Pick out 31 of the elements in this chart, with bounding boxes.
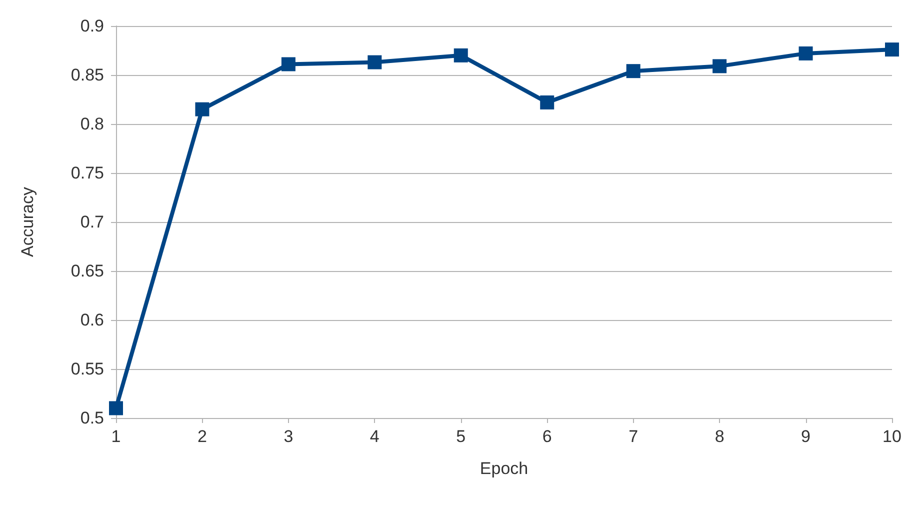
y-tick-label: 0.9	[80, 16, 104, 36]
x-tick-label: 7	[628, 427, 638, 446]
y-tick-label: 0.55	[70, 360, 104, 378]
point	[281, 57, 296, 72]
point	[195, 102, 210, 116]
x-tick-label: 2	[197, 427, 207, 446]
x-tick-label: 8	[714, 427, 724, 446]
y-tick-label: 0.7	[80, 212, 104, 232]
y-tick-label: 0.8	[80, 114, 104, 134]
y-tick-label: 0.75	[70, 164, 104, 182]
y-tick-label: 0.65	[70, 262, 104, 280]
point	[885, 42, 899, 57]
point	[109, 401, 123, 416]
x-tick-label: 1	[111, 427, 121, 446]
y-tick-label: 0.6	[80, 310, 104, 330]
x-tick-label: 5	[456, 427, 466, 446]
x-tick-label: 9	[801, 427, 811, 446]
point	[798, 46, 813, 60]
x-tick-label: 6	[542, 427, 552, 446]
point	[454, 48, 468, 62]
x-tick-label: 4	[370, 427, 380, 446]
y-tick-label: 0.5	[80, 408, 104, 428]
point	[712, 59, 727, 74]
y-tick-label: 0.85	[70, 66, 104, 84]
x-tick-label: 10	[882, 427, 902, 446]
point	[368, 55, 382, 70]
point	[540, 95, 554, 110]
point	[626, 64, 640, 78]
y-axis-title: Accuracy	[18, 186, 37, 257]
x-axis-title: Epoch	[480, 459, 528, 478]
x-tick-label: 3	[284, 427, 294, 446]
